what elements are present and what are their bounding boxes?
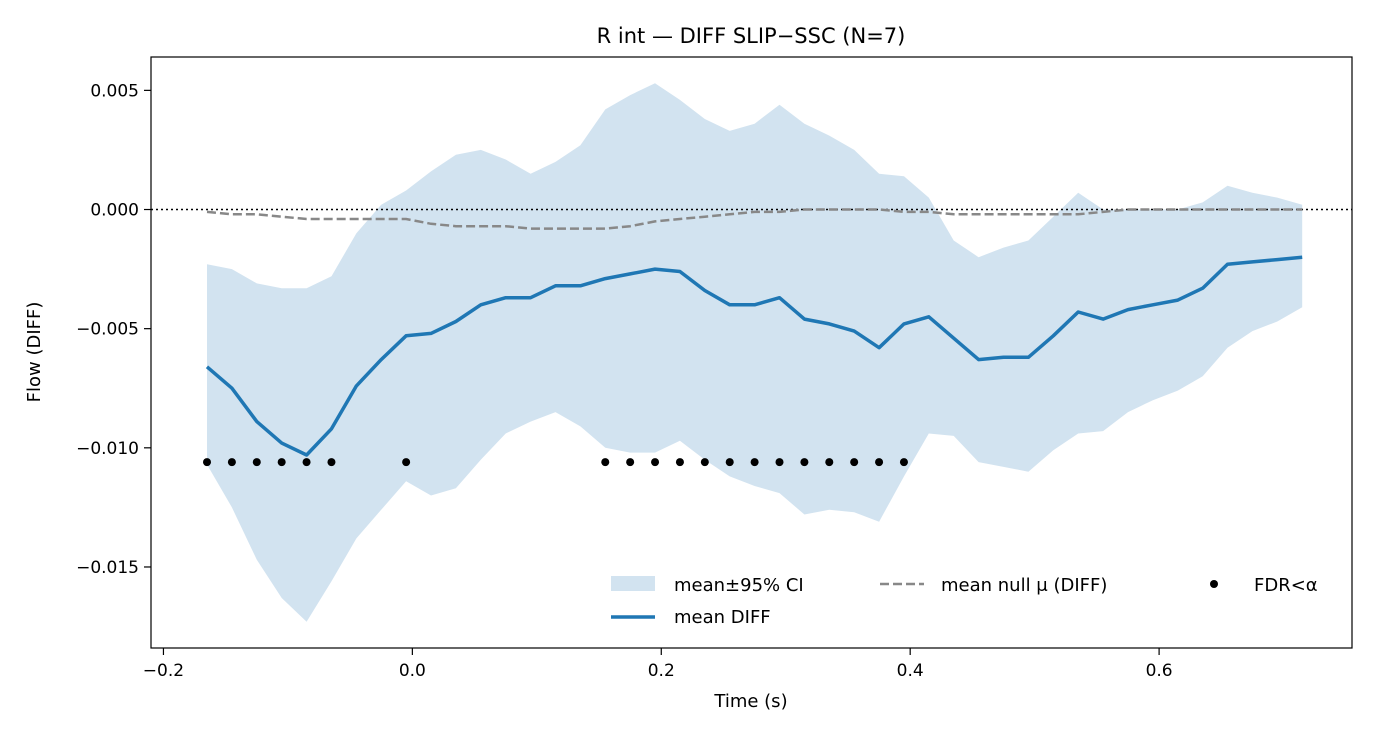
- legend: mean±95% CI mean DIFF mean null μ (DIFF)…: [611, 575, 1318, 628]
- significance-dot: [203, 458, 212, 467]
- y-tick-label: −0.015: [76, 558, 139, 578]
- y-tick-label: −0.010: [76, 439, 139, 459]
- significance-dot: [850, 458, 859, 467]
- significance-dot: [750, 458, 759, 467]
- legend-swatch-ci: [611, 576, 655, 591]
- y-axis-title: Flow (DIFF): [24, 302, 45, 403]
- legend-label-mean: mean DIFF: [674, 607, 771, 628]
- null-mean-line: [206, 208, 1303, 230]
- significance-dot: [252, 458, 261, 467]
- significance-dot: [227, 458, 236, 467]
- significance-dot: [651, 458, 660, 467]
- x-tick-label: 0.6: [1146, 661, 1173, 681]
- x-axis: −0.2 0.0 0.2 0.4 0.6: [143, 648, 1173, 681]
- significance-dot: [775, 458, 784, 467]
- legend-label-null: mean null μ (DIFF): [941, 575, 1107, 596]
- plot-area: [151, 83, 1352, 622]
- chart-title: R int — DIFF SLIP−SSC (N=7): [597, 24, 906, 48]
- significance-dot: [800, 458, 809, 467]
- legend-swatch-sig: [1210, 580, 1218, 588]
- significance-dot: [825, 458, 834, 467]
- mean-diff-line: [205, 255, 1303, 457]
- y-tick-label: 0.000: [90, 201, 139, 221]
- ci-band: [207, 83, 1303, 622]
- significance-dot: [700, 458, 709, 467]
- x-tick-label: 0.2: [648, 661, 675, 681]
- significance-dot: [277, 458, 286, 467]
- significance-dot: [899, 458, 908, 467]
- significance-markers: [203, 458, 908, 467]
- significance-dot: [601, 458, 610, 467]
- legend-label-ci: mean±95% CI: [674, 575, 804, 596]
- x-tick-label: −0.2: [143, 661, 184, 681]
- x-tick-label: 0.4: [897, 661, 924, 681]
- x-axis-title: Time (s): [713, 691, 787, 712]
- y-axis: 0.005 0.000 −0.005 −0.010 −0.015: [76, 81, 151, 578]
- legend-label-sig: FDR<α: [1254, 575, 1318, 596]
- y-tick-label: 0.005: [90, 81, 139, 101]
- significance-dot: [626, 458, 635, 467]
- significance-dot: [402, 458, 411, 467]
- plot-frame: [150, 56, 1353, 649]
- significance-dot: [675, 458, 684, 467]
- significance-dot: [875, 458, 884, 467]
- significance-dot: [725, 458, 734, 467]
- x-tick-label: 0.0: [399, 661, 426, 681]
- significance-dot: [327, 458, 336, 467]
- y-tick-label: −0.005: [76, 320, 139, 340]
- significance-dot: [302, 458, 311, 467]
